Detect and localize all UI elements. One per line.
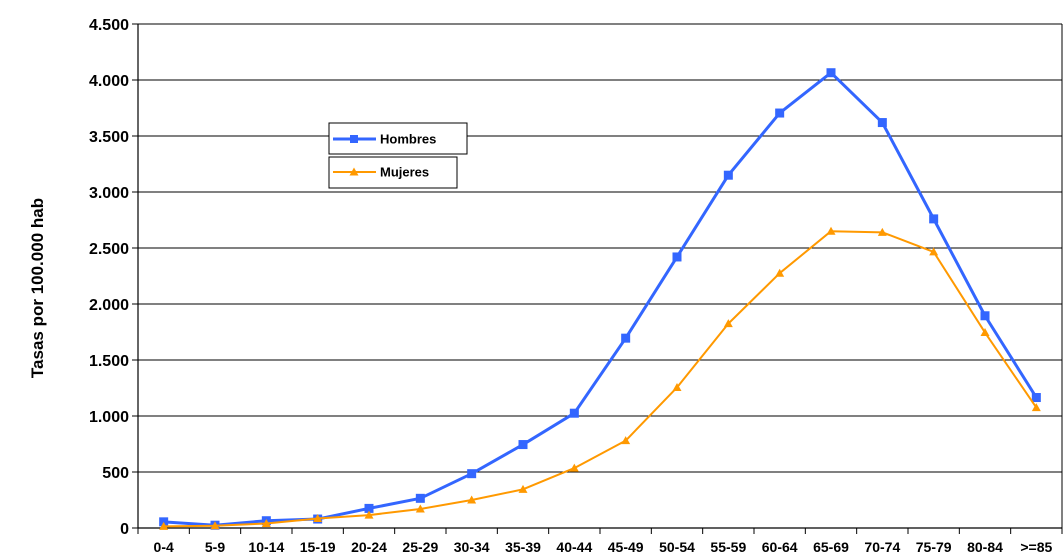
data-point — [621, 436, 631, 445]
y-tick-label: 4.500 — [89, 17, 129, 34]
y-tick-label: 2.000 — [89, 297, 129, 314]
plot-area — [137, 24, 1063, 529]
x-tick-label: 45-49 — [608, 539, 644, 555]
data-point — [415, 493, 425, 503]
data-point — [877, 118, 887, 128]
y-tick-label: 1.000 — [89, 409, 129, 426]
y-axis-label: Tasas por 100.000 hab — [28, 198, 47, 378]
x-tick-label: 50-54 — [659, 539, 695, 555]
legend-label: Mujeres — [380, 165, 429, 180]
data-point — [672, 382, 682, 391]
data-point — [775, 268, 785, 277]
y-tick-label: 2.500 — [89, 241, 129, 258]
x-tick-label: 80-84 — [967, 539, 1003, 555]
data-point — [569, 408, 579, 418]
legend: Hombres Mujeres — [328, 122, 468, 189]
data-point — [415, 504, 425, 513]
legend-box-hombres — [328, 122, 468, 155]
y-tick-label: 4.000 — [89, 73, 129, 90]
x-tick-label: 35-39 — [505, 539, 541, 555]
y-axis-ticks: 0 500 1.000 1.500 2.000 2.500 3.000 3.500 4.000 4… — [89, 17, 138, 538]
data-point — [672, 252, 682, 262]
x-tick-label: 25-29 — [402, 539, 438, 555]
data-point — [877, 227, 887, 236]
data-point — [621, 333, 631, 343]
y-tick-label: 3.000 — [89, 185, 129, 202]
y-tick-label: 1.500 — [89, 353, 129, 370]
x-tick-label: 75-79 — [916, 539, 952, 555]
x-tick-label: 70-74 — [864, 539, 900, 555]
data-point — [518, 440, 528, 450]
legend-label: Hombres — [380, 132, 436, 147]
data-point — [364, 510, 374, 519]
x-tick-label: 0-4 — [154, 539, 174, 555]
data-point — [723, 170, 733, 180]
x-tick-label: 40-44 — [556, 539, 592, 555]
data-point — [569, 463, 579, 472]
series-hombres — [159, 68, 1041, 530]
x-tick-label: 5-9 — [205, 539, 225, 555]
data-point — [1031, 403, 1041, 412]
series-mujeres — [159, 226, 1041, 530]
legend-marker — [350, 135, 358, 143]
x-tick-label: 65-69 — [813, 539, 849, 555]
data-point — [467, 469, 477, 479]
data-point — [261, 519, 271, 528]
data-point — [210, 521, 220, 530]
x-tick-label: 15-19 — [300, 539, 336, 555]
x-tick-label: 20-24 — [351, 539, 387, 555]
data-point — [929, 214, 939, 224]
data-point — [929, 247, 939, 256]
data-point — [159, 521, 169, 530]
series-line — [163, 230, 1038, 528]
data-point — [364, 503, 374, 513]
y-tick-label: 500 — [102, 465, 129, 482]
data-point — [723, 319, 733, 328]
x-tick-label: 60-64 — [762, 539, 798, 555]
legend-entry: Hombres — [333, 132, 436, 147]
data-point — [980, 328, 990, 337]
x-tick-label: 55-59 — [710, 539, 746, 555]
series-line — [163, 71, 1038, 527]
gridlines — [138, 23, 1062, 473]
legend-entry: Mujeres — [333, 165, 429, 180]
data-point — [467, 495, 477, 504]
data-point — [1031, 393, 1041, 403]
legend-marker — [349, 167, 359, 176]
y-tick-label: 0 — [120, 521, 129, 538]
series-layer — [159, 68, 1041, 530]
x-tick-label: >=85 — [1020, 539, 1052, 555]
x-tick-label: 10-14 — [248, 539, 284, 555]
x-tick-label: 30-34 — [454, 539, 490, 555]
y-tick-label: 3.500 — [89, 129, 129, 146]
data-point — [518, 484, 528, 493]
data-point — [826, 68, 836, 78]
data-point — [826, 226, 836, 235]
data-point — [980, 311, 990, 321]
x-axis-ticks: 0-4 5-9 10-14 15-19 20-24 25-29 30-34 35-39 40-4… — [137, 528, 1063, 555]
data-point — [775, 108, 785, 118]
data-point — [313, 513, 323, 522]
